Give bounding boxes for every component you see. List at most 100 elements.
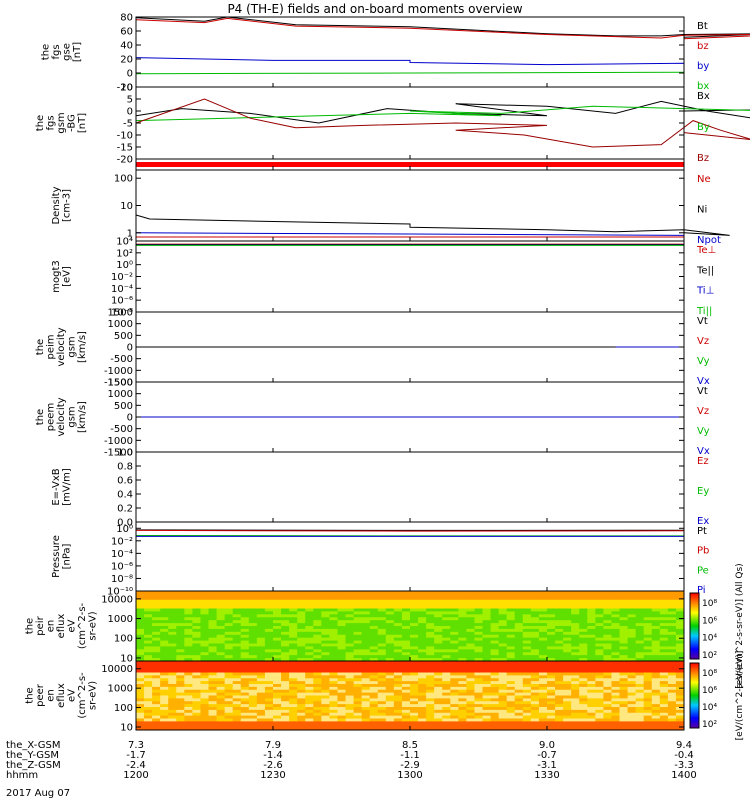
spectrogram-cell: [393, 669, 403, 674]
spectrogram-cell: [240, 715, 250, 720]
spectrogram-cell: [490, 686, 500, 691]
spectrogram-cell: [530, 643, 540, 647]
spectrogram-cell: [232, 602, 242, 607]
spectrogram-cell: [289, 652, 298, 656]
spectrogram-cell: [136, 649, 145, 653]
spectrogram-cell: [321, 643, 330, 647]
spectrogram-cell: [434, 701, 443, 705]
spectrogram-cell: [635, 614, 645, 618]
spectrogram-cell: [595, 707, 604, 711]
spectrogram-cell: [466, 593, 475, 598]
spectrogram-cell: [168, 649, 177, 653]
spectrogram-cell: [474, 684, 484, 688]
spectrogram-cell: [482, 614, 492, 618]
spectrogram-cell: [603, 672, 612, 676]
y-axis-label-line: eV: [67, 689, 78, 702]
spectrogram-cell: [474, 715, 484, 720]
spectrogram-cell: [482, 695, 492, 699]
spectrogram-cell: [530, 591, 540, 595]
spectrogram-cell: [184, 669, 193, 674]
spectrogram-cell: [168, 646, 177, 650]
spectrogram-cell: [144, 715, 153, 720]
spectrogram-cell: [595, 593, 604, 598]
spectrogram-cell: [563, 727, 572, 731]
spectrogram-cell: [442, 626, 451, 630]
spectrogram-cell: [442, 681, 451, 685]
spectrogram-cell: [522, 631, 532, 636]
spectrogram-cell: [393, 649, 403, 653]
spectrogram-cell: [498, 631, 508, 636]
spectrogram-cell: [482, 686, 492, 691]
spectrogram-cell: [393, 692, 403, 697]
spectrogram-cell: [313, 704, 322, 708]
spectrogram-cell: [506, 611, 516, 615]
spectrogram-cell: [152, 643, 161, 647]
spectrogram-cell: [514, 631, 524, 636]
spectrogram-cell: [643, 596, 653, 601]
spectrogram-cell: [458, 718, 467, 722]
spectrogram-cell: [579, 675, 588, 679]
spectrogram-cell: [345, 637, 355, 642]
spectrogram-cell: [184, 678, 193, 682]
spectrogram-cell: [337, 681, 347, 685]
series-line-Npot: [135, 232, 685, 236]
spectrogram-cell: [232, 652, 242, 656]
spectrogram-cell: [208, 724, 218, 728]
spectrogram-cell: [603, 599, 612, 604]
spectrogram-cell: [490, 727, 500, 731]
y-tick-label: -1000: [104, 436, 133, 447]
spectrogram-cell: [256, 704, 266, 708]
spectrogram-cell: [232, 626, 242, 630]
spectrogram-cell: [216, 596, 226, 601]
spectrogram-cell: [619, 602, 629, 607]
spectrogram-cell: [345, 593, 355, 598]
spectrogram-cell: [313, 721, 322, 725]
spectrogram-cell: [538, 626, 548, 630]
spectrogram-cell: [482, 672, 492, 676]
spectrogram-cell: [321, 591, 330, 595]
spectrogram-cell: [547, 686, 556, 691]
spectrogram-cell: [490, 605, 500, 609]
spectrogram-cell: [345, 643, 355, 647]
spectrogram-cell: [313, 608, 322, 612]
spectrogram-cell: [458, 663, 467, 668]
spectrogram-cell: [522, 634, 532, 639]
spectrogram-cell: [321, 658, 330, 662]
spectrogram-cell: [418, 678, 427, 682]
spectrogram-cell: [434, 614, 443, 618]
spectrogram-cell: [385, 643, 395, 647]
spectrogram-cell: [345, 684, 355, 688]
spectrogram-cell: [176, 715, 185, 720]
spectrogram-cell: [152, 593, 161, 598]
spectrogram-cell: [603, 695, 612, 699]
spectrogram-cell: [579, 637, 588, 642]
spectrogram-cell: [450, 596, 459, 601]
spectrogram-cell: [160, 611, 169, 615]
spectrogram-cell: [587, 652, 596, 656]
spectrogram-cell: [595, 661, 604, 665]
spectrogram-cell: [168, 704, 177, 708]
spectrogram-cell: [587, 640, 596, 644]
spectrogram-cell: [530, 707, 540, 711]
spectrogram-cell: [490, 692, 500, 697]
spectrogram-cell: [619, 611, 629, 615]
spectrogram-cell: [192, 715, 201, 720]
spectrogram-cell: [619, 608, 629, 612]
spectrogram-cell: [579, 669, 588, 674]
spectrogram-cell: [313, 605, 322, 609]
spectrogram-cell: [160, 695, 169, 699]
spectrogram-cell: [369, 655, 379, 659]
spectrogram-cell: [426, 631, 435, 636]
spectrogram-cell: [321, 608, 330, 612]
spectrogram-cell: [369, 666, 379, 671]
spectrogram-cell: [289, 637, 298, 642]
spectrogram-cell: [393, 617, 403, 621]
spectrogram-cell: [538, 599, 548, 604]
spectrogram-cell: [506, 652, 516, 656]
spectrogram-cell: [579, 658, 588, 662]
spectrogram-cell: [667, 596, 677, 601]
legend-label: By: [697, 122, 710, 133]
spectrogram-cell: [216, 681, 226, 685]
spectrogram-cell: [442, 602, 451, 607]
spectrogram-cell: [498, 666, 508, 671]
